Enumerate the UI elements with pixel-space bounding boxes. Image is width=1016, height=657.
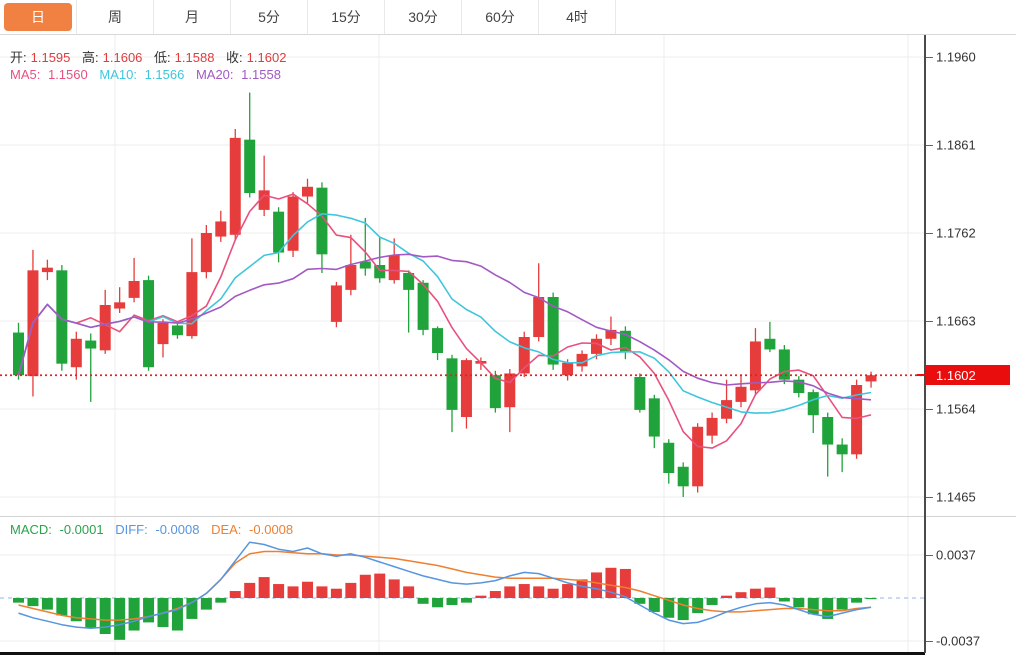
interval-tabbar: 日 周 月 5分 15分 30分 60分 4时 bbox=[0, 0, 1016, 35]
macd-axis-label: -0.0037 bbox=[936, 633, 981, 649]
x-axis-line bbox=[0, 652, 925, 655]
price-axis-label: 1.1960 bbox=[936, 49, 976, 65]
tab-week-label: 周 bbox=[108, 9, 122, 25]
price-axis-tick bbox=[926, 409, 933, 410]
tab-5min-label: 5分 bbox=[258, 9, 280, 25]
price-axis-label: 1.1861 bbox=[936, 137, 976, 153]
price-axis-tick bbox=[926, 233, 933, 234]
y-axis-line bbox=[924, 35, 926, 653]
tab-30min[interactable]: 30分 bbox=[385, 0, 462, 34]
price-axis-label: 1.1663 bbox=[936, 313, 976, 329]
tab-5min[interactable]: 5分 bbox=[231, 0, 308, 34]
tab-month-label: 月 bbox=[185, 9, 199, 25]
price-axis-tick bbox=[926, 57, 933, 58]
tab-15min[interactable]: 15分 bbox=[308, 0, 385, 34]
current-price-badge: 1.1602 bbox=[926, 365, 1010, 386]
macd-axis-tick bbox=[926, 641, 933, 642]
tab-30min-label: 30分 bbox=[408, 9, 438, 25]
price-axis-tick bbox=[926, 321, 933, 322]
price-chart-canvas[interactable] bbox=[0, 35, 925, 516]
tab-15min-label: 15分 bbox=[331, 9, 361, 25]
price-axis-label: 1.1465 bbox=[936, 489, 976, 505]
tab-4hour[interactable]: 4时 bbox=[539, 0, 616, 34]
macd-chart-canvas[interactable] bbox=[0, 517, 925, 653]
tab-day[interactable]: 日 bbox=[0, 0, 77, 34]
price-axis-tick bbox=[926, 145, 933, 146]
tab-4hour-label: 4时 bbox=[566, 9, 588, 25]
macd-axis-label: 0.0037 bbox=[936, 547, 976, 563]
panel-divider bbox=[0, 516, 1016, 517]
tab-day-label: 日 bbox=[4, 3, 72, 31]
macd-axis-tick bbox=[926, 555, 933, 556]
price-axis-label: 1.1564 bbox=[936, 401, 976, 417]
tab-month[interactable]: 月 bbox=[154, 0, 231, 34]
price-axis-tick bbox=[926, 497, 933, 498]
price-axis-label: 1.1762 bbox=[936, 225, 976, 241]
current-price-tick bbox=[917, 374, 925, 377]
tab-60min-label: 60分 bbox=[485, 9, 515, 25]
tab-60min[interactable]: 60分 bbox=[462, 0, 539, 34]
tab-week[interactable]: 周 bbox=[77, 0, 154, 34]
